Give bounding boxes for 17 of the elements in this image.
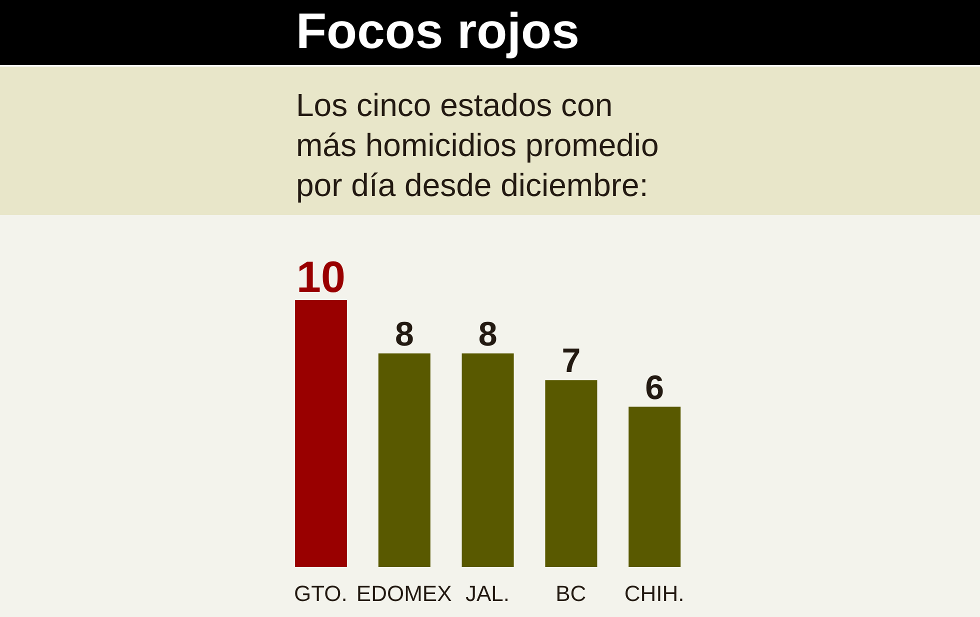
bar: [545, 380, 598, 567]
data-label: 10: [296, 253, 346, 302]
bar: [378, 353, 430, 567]
bar: [462, 353, 514, 567]
bar: [628, 406, 681, 567]
data-label: 8: [478, 315, 498, 354]
x-tick-label: BC: [556, 581, 586, 606]
data-label: 6: [645, 368, 664, 407]
x-tick-label: EDOMEX: [356, 581, 452, 606]
x-tick-label: CHIH.: [624, 581, 684, 606]
data-label: 7: [562, 342, 581, 380]
x-tick-label: JAL.: [465, 581, 510, 606]
bar: [295, 300, 347, 567]
data-label: 8: [394, 315, 414, 354]
x-tick-label: GTO.: [294, 581, 348, 606]
chart-title: Focos rojos: [296, 3, 580, 59]
chart-subtitle: Los cinco estados con más homicidios promedio por día desde diciembre:: [296, 86, 660, 205]
